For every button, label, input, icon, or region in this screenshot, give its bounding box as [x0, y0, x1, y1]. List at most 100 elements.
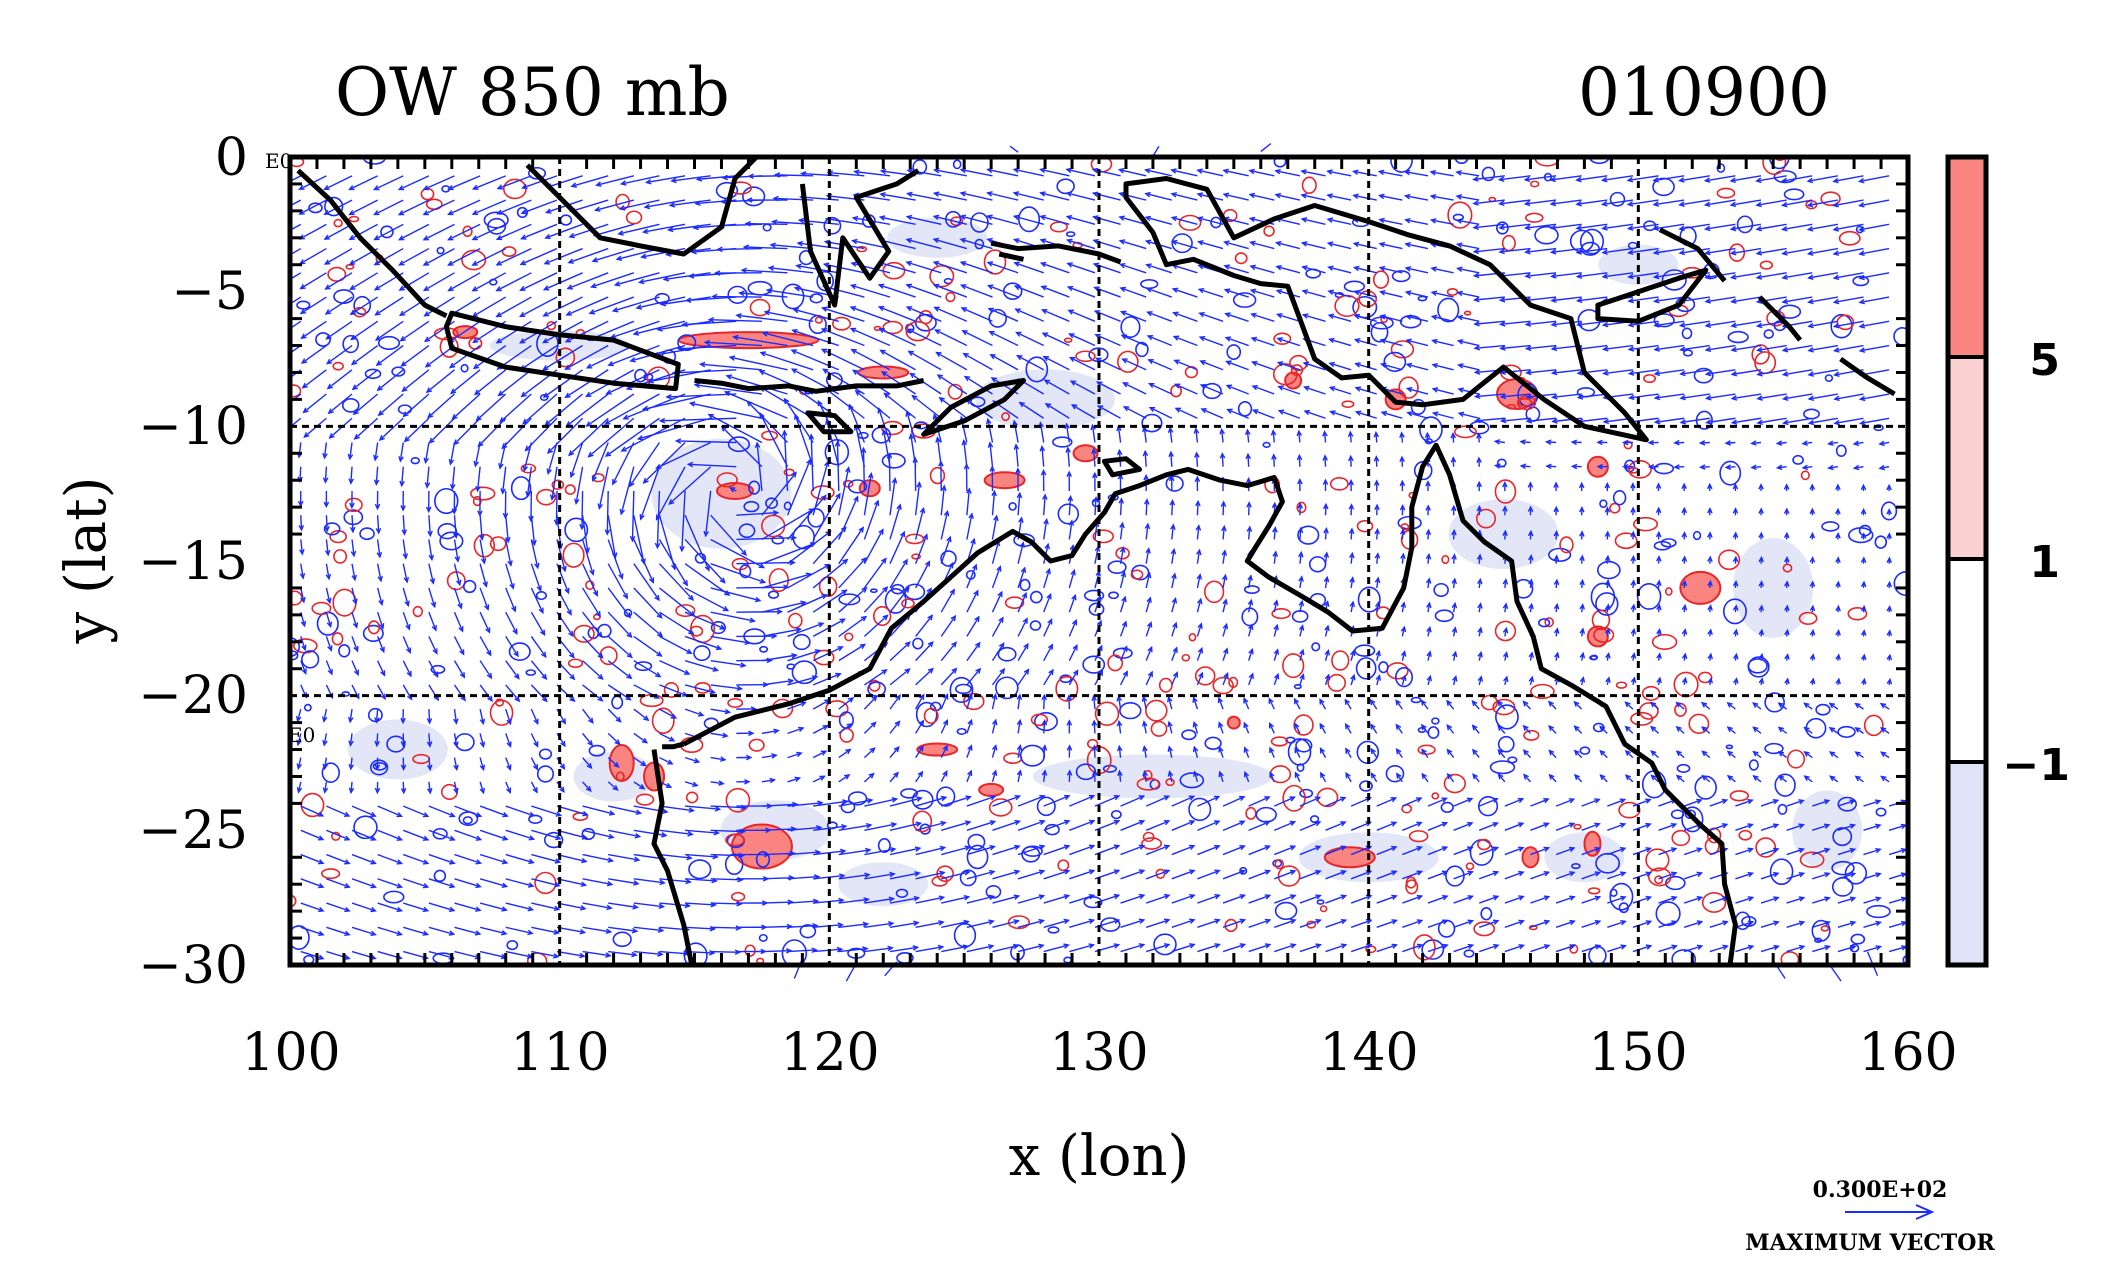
wind-vector-head: [1092, 215, 1099, 221]
wind-vector-head: [1431, 411, 1439, 417]
wind-vector-head: [579, 928, 587, 935]
wind-vector-head: [1670, 822, 1678, 829]
wind-vector: [673, 369, 737, 374]
wind-vector-head: [1239, 943, 1247, 949]
wind-vector-head: [1729, 177, 1737, 183]
negative-contour: [1537, 618, 1551, 628]
wind-vector-head: [1189, 869, 1196, 875]
wind-vector: [879, 239, 916, 250]
positive-contour: [562, 542, 585, 568]
wind-vector: [1629, 393, 1659, 399]
wind-vector: [1473, 199, 1505, 205]
wind-vector: [1551, 320, 1582, 326]
positive-contour: [1643, 374, 1657, 384]
wind-vector-head: [1605, 651, 1611, 659]
wind-vector: [1299, 552, 1302, 564]
wind-vector-head: [1476, 553, 1483, 561]
wind-vector: [1299, 943, 1321, 953]
wind-vector: [1504, 822, 1524, 831]
wind-vector: [1016, 331, 1045, 347]
wind-vector: [402, 515, 406, 535]
wind-vector-head: [1091, 744, 1098, 751]
wind-vector-head: [1773, 896, 1780, 902]
positive-contour: [1004, 596, 1025, 610]
wind-vector-head: [1835, 629, 1841, 636]
wind-vector: [1324, 528, 1328, 540]
wind-vector-head: [851, 238, 858, 245]
wind-vector-head: [1729, 225, 1737, 232]
wind-vector: [633, 660, 661, 678]
wind-vector: [1526, 296, 1557, 302]
wind-vector: [838, 467, 850, 516]
wind-vector: [1655, 417, 1685, 423]
wind-vector-head: [1622, 463, 1629, 470]
wind-vector: [966, 668, 981, 686]
wind-vector-head: [1379, 314, 1386, 320]
wind-vector: [427, 393, 455, 418]
wind-vector-head: [713, 270, 721, 276]
negative-contour: [724, 853, 744, 876]
wind-vector-head: [1172, 671, 1179, 678]
positive-contour: [663, 681, 680, 698]
wind-vector: [303, 393, 327, 413]
wind-vector-head: [881, 557, 887, 564]
wind-vector-head: [686, 648, 693, 654]
wind-vector-head: [1344, 698, 1350, 705]
wind-vector-head: [694, 200, 701, 207]
wind-vector: [453, 636, 465, 655]
wind-vector-head: [1324, 649, 1330, 656]
wind-vector-head: [1671, 944, 1678, 950]
wind-vector-head: [1550, 273, 1557, 279]
wind-vector-head: [862, 921, 870, 928]
wind-vector-head: [859, 643, 867, 650]
wind-vector: [1581, 871, 1600, 880]
wind-vector-head: [1043, 517, 1049, 525]
wind-vector-head: [399, 480, 405, 488]
wind-vector-head: [655, 514, 662, 521]
wind-vector: [1548, 701, 1557, 710]
positive-contour: [818, 576, 838, 598]
positive-contour: [1728, 243, 1746, 262]
wind-vector-head: [1474, 417, 1481, 424]
negative-contour: [1653, 540, 1672, 551]
wind-vector-head: [909, 372, 916, 379]
positive-contour: [520, 463, 537, 474]
wind-vector-head: [692, 781, 699, 787]
wind-vector-head: [1119, 286, 1126, 293]
wind-vector-head: [1297, 502, 1303, 509]
wind-vector-head: [496, 184, 504, 190]
wind-vector-head: [905, 214, 913, 221]
wind-vector-head: [1298, 599, 1305, 607]
wind-vector-head: [1064, 422, 1070, 430]
positive-contour: [1759, 260, 1774, 270]
wind-vector: [854, 170, 891, 177]
wind-vector-head: [986, 237, 993, 244]
wind-vector: [1555, 822, 1575, 831]
positive-contour: [856, 245, 868, 253]
wind-vector-head: [1189, 893, 1196, 900]
negative-contour: [807, 507, 825, 528]
wind-vector: [1628, 247, 1659, 254]
wind-vector: [547, 442, 558, 474]
wind-vector: [1756, 247, 1787, 255]
wind-vector-head: [1391, 919, 1398, 925]
wind-vector-head: [279, 432, 284, 437]
negative-contour: [1661, 269, 1687, 291]
wind-vector: [1576, 199, 1608, 205]
wind-vector-head: [1455, 242, 1463, 248]
negative-contour: [742, 186, 766, 207]
wind-vector-head: [1579, 578, 1585, 586]
wind-vector: [607, 611, 632, 638]
wind-vector: [1294, 747, 1301, 758]
wind-vector: [501, 466, 507, 494]
negative-contour: [1179, 772, 1205, 789]
wind-vector: [1456, 171, 1480, 177]
wind-vector-head: [963, 894, 971, 901]
wind-vector-head: [1395, 699, 1401, 706]
wind-vector-head: [422, 883, 430, 889]
positive-contour: [536, 488, 557, 506]
negative-contour: [1433, 582, 1449, 598]
wind-vector: [1658, 847, 1677, 856]
positive-contour: [882, 320, 904, 335]
wind-vector: [1013, 420, 1019, 443]
